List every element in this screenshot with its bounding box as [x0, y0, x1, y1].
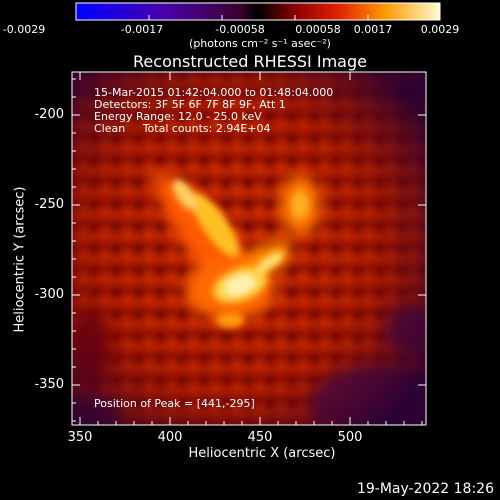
- y-tick-label: -200: [34, 107, 64, 122]
- plot-frame: [71, 71, 427, 426]
- x-axis-label: Heliocentric X (arcsec): [188, 446, 336, 461]
- generated-timestamp: 19-May-2022 18:26: [356, 481, 494, 497]
- x-tick-label: 500: [337, 430, 363, 445]
- clean-counts-text: Clean Total counts: 2.94E+04: [94, 122, 271, 135]
- plot-title: Reconstructed RHESSI Image: [133, 52, 367, 71]
- colorbar-units: (photons cm⁻² s⁻¹ asec⁻²): [189, 37, 331, 50]
- time-range-text: 15-Mar-2015 01:42:04.000 to 01:48:04.000: [94, 86, 334, 99]
- x-tick-label: 400: [157, 430, 183, 445]
- x-tick-label: 350: [67, 430, 93, 445]
- x-tick-label: 450: [247, 430, 273, 445]
- peak-position-text: Position of Peak = [441,-295]: [94, 397, 255, 410]
- colorbar-tick-1: -0.0017: [120, 23, 164, 36]
- y-axis-label: Heliocentric Y (arcsec): [12, 186, 28, 333]
- colorbar-tick-4: 0.0017: [353, 23, 393, 36]
- colorbar-tick-0: -0.0029: [2, 23, 46, 36]
- y-tick-label: -250: [34, 197, 64, 212]
- y-tick-label: -300: [34, 287, 64, 302]
- colorbar-tick-2: -0.00058: [215, 23, 265, 36]
- colorbar-tick-5: 0.0029: [420, 23, 460, 36]
- colorbar-gradient: [75, 2, 441, 21]
- detectors-text: Detectors: 3F 5F 6F 7F 8F 9F, Att 1: [94, 98, 286, 111]
- colorbar-tick-3: 0.00058: [295, 23, 341, 36]
- colorbar: [75, 2, 441, 21]
- energy-range-text: Energy Range: 12.0 - 25.0 keV: [94, 110, 262, 123]
- y-tick-label: -350: [34, 377, 64, 392]
